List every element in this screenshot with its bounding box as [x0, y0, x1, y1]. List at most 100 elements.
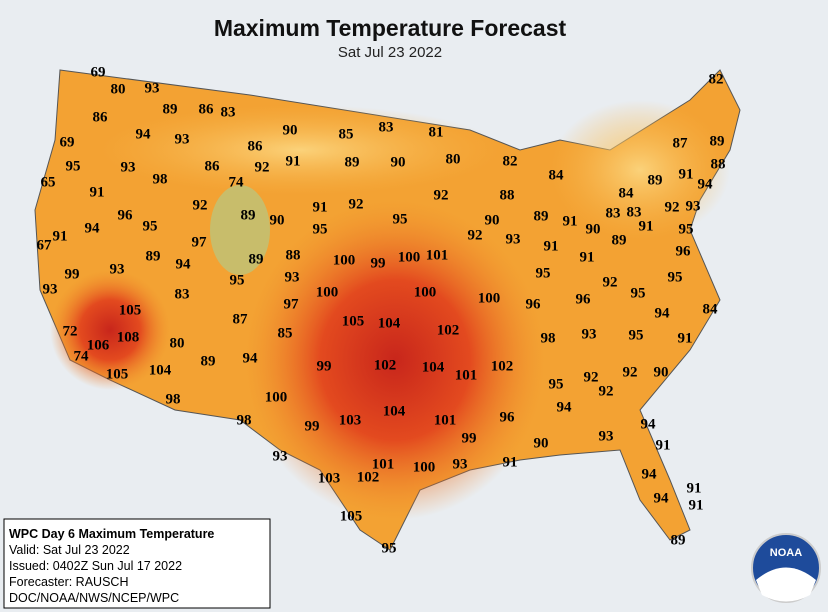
temperature-label: 92 [349, 196, 364, 212]
temperature-label: 92 [623, 364, 638, 380]
temperature-label: 91 [656, 437, 671, 453]
temperature-label: 84 [703, 301, 719, 317]
temperature-label: 92 [603, 274, 618, 290]
temperature-label: 94 [641, 416, 657, 432]
title: Maximum Temperature Forecast [214, 15, 567, 41]
temperature-label: 93 [686, 198, 701, 214]
temperature-label: 92 [468, 227, 483, 243]
temperature-label: 81 [429, 124, 444, 140]
temperature-label: 100 [478, 290, 501, 306]
temperature-label: 95 [629, 327, 644, 343]
cool-zone [100, 105, 500, 195]
temperature-label: 74 [229, 174, 245, 190]
temperature-label: 89 [612, 232, 627, 248]
temperature-label: 101 [434, 412, 457, 428]
temperature-label: 92 [434, 187, 449, 203]
temperature-label: 104 [378, 315, 401, 331]
info-box [3, 518, 271, 609]
temperature-label: 94 [243, 350, 259, 366]
temperature-label: 100 [265, 389, 288, 405]
temperature-label: 99 [305, 418, 320, 434]
temperature-label: 104 [149, 362, 172, 378]
temperature-label: 95 [679, 221, 694, 237]
temperature-label: 92 [255, 159, 270, 175]
temperature-label: 92 [665, 199, 680, 215]
temperature-label: 104 [422, 359, 445, 375]
temperature-label: 93 [599, 428, 614, 444]
info-line: Valid: Sat Jul 23 2022 [9, 543, 130, 557]
temperature-label: 95 [536, 265, 551, 281]
temperature-label: 89 [241, 207, 256, 223]
temperature-label: 89 [249, 251, 264, 267]
temperature-label: 83 [627, 204, 642, 220]
temperature-label: 92 [193, 197, 208, 213]
temperature-label: 93 [175, 131, 190, 147]
temperature-label: 89 [648, 172, 663, 188]
temperature-label: 102 [491, 358, 514, 374]
temperature-label: 65 [41, 174, 56, 190]
temperature-label: 94 [85, 220, 101, 236]
temperature-label: 91 [678, 330, 693, 346]
temperature-label: 89 [201, 353, 216, 369]
temperature-label: 95 [631, 285, 646, 301]
temperature-label: 93 [285, 269, 300, 285]
temperature-label: 91 [544, 238, 559, 254]
temperature-label: 96 [676, 243, 692, 259]
temperature-label: 86 [93, 109, 109, 125]
temperature-label: 95 [393, 211, 408, 227]
temperature-label: 99 [317, 358, 332, 374]
temperature-label: 105 [342, 313, 365, 329]
temperature-label: 91 [90, 184, 105, 200]
temperature-label: 100 [333, 252, 356, 268]
temperature-label: 95 [382, 540, 397, 556]
temperature-label: 72 [63, 323, 78, 339]
temperature-label: 83 [379, 119, 394, 135]
temperature-label: 93 [273, 448, 288, 464]
temperature-label: 96 [500, 409, 516, 425]
temperature-label: 103 [339, 412, 362, 428]
temperature-label: 67 [37, 237, 53, 253]
temperature-label: 94 [136, 126, 152, 142]
temperature-label: 89 [671, 532, 686, 548]
temperature-label: 83 [221, 104, 236, 120]
temperature-label: 105 [119, 302, 142, 318]
temperature-label: 89 [146, 248, 161, 264]
hot-zone [50, 270, 170, 390]
temperature-label: 101 [455, 367, 478, 383]
temperature-label: 91 [503, 454, 518, 470]
temperature-label: 94 [557, 399, 573, 415]
temperature-label: 87 [673, 135, 689, 151]
noaa-logo-wave [756, 567, 816, 602]
temperature-label: 95 [313, 221, 328, 237]
temperature-label: 105 [106, 366, 129, 382]
temperature-label: 98 [166, 391, 181, 407]
temperature-label: 86 [248, 138, 264, 154]
temperature-label: 74 [74, 348, 90, 364]
temperature-label: 97 [192, 234, 208, 250]
temperature-label: 80 [446, 151, 461, 167]
temperature-label: 93 [145, 80, 160, 96]
temperature-label: 93 [110, 261, 125, 277]
temperature-label: 92 [599, 383, 614, 399]
temperature-label: 90 [534, 435, 549, 451]
temperature-label: 91 [313, 199, 328, 215]
temperature-label: 102 [437, 322, 460, 338]
temperature-label: 99 [371, 255, 386, 271]
temperature-label: 90 [283, 122, 298, 138]
temperature-label: 85 [339, 126, 354, 142]
cool-terrain [210, 185, 270, 275]
temperature-label: 83 [175, 286, 190, 302]
temperature-label: 90 [391, 154, 406, 170]
temperature-label: 88 [286, 247, 301, 263]
temperature-label: 101 [372, 456, 395, 472]
temperature-label: 90 [270, 212, 285, 228]
temperature-label: 90 [586, 221, 601, 237]
temperature-label: 69 [60, 134, 75, 150]
hot-zone [245, 200, 545, 520]
info-line: Forecaster: RAUSCH [9, 575, 128, 589]
temperature-label: 108 [117, 329, 140, 345]
noaa-logo-text: NOAA [770, 547, 802, 559]
temperature-label: 95 [549, 376, 564, 392]
